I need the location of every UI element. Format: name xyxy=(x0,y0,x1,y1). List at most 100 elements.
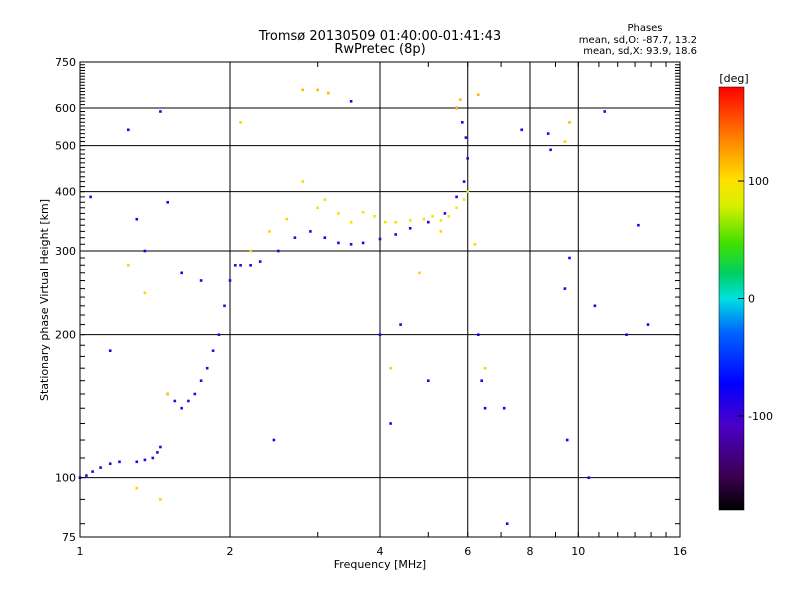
data-point xyxy=(166,392,169,396)
data-point xyxy=(239,264,242,267)
x-tick-label: 10 xyxy=(571,545,585,558)
data-point xyxy=(187,399,190,403)
data-point xyxy=(349,100,353,103)
data-point xyxy=(466,190,469,193)
data-point xyxy=(603,110,606,113)
data-point xyxy=(277,249,280,253)
data-point xyxy=(309,230,312,233)
data-point xyxy=(464,136,468,139)
y-tick-label: 500 xyxy=(55,140,76,153)
data-points xyxy=(78,88,650,525)
data-point xyxy=(127,128,130,132)
phase-legend-x: mean, sd,X: 93.9, 18.6 xyxy=(583,46,697,57)
y-tick-label: 400 xyxy=(55,186,76,199)
data-point xyxy=(118,460,121,464)
data-point xyxy=(394,233,397,236)
data-point xyxy=(637,223,640,227)
data-point xyxy=(462,198,466,201)
data-point xyxy=(135,486,139,490)
data-point xyxy=(394,220,397,224)
data-point xyxy=(422,217,426,221)
data-point xyxy=(461,121,464,124)
x-tick-label: 16 xyxy=(673,545,687,558)
data-point xyxy=(85,474,88,477)
data-point xyxy=(447,215,451,218)
colorbar-tick-label: 0 xyxy=(748,293,755,306)
data-point xyxy=(462,180,466,183)
data-point xyxy=(327,91,330,95)
y-axis-label: Stationary phase Virtual Height [km] xyxy=(38,199,51,401)
axis-ticks: 1 2 4 6 8 10 16 75 100 200 300 400 500 600 750 xyxy=(55,56,687,558)
plot-frame xyxy=(79,61,681,538)
data-point xyxy=(180,406,183,410)
x-axis-label: Frequency [MHz] xyxy=(334,558,426,571)
data-point xyxy=(272,438,276,442)
data-point xyxy=(301,180,305,183)
x-tick-label: 2 xyxy=(227,545,234,558)
data-point xyxy=(443,212,447,215)
data-point xyxy=(143,249,147,253)
data-point xyxy=(173,399,177,403)
data-point xyxy=(323,198,327,201)
y-tick-label: 300 xyxy=(55,245,76,258)
x-tick-label: 1 xyxy=(77,545,84,558)
data-point xyxy=(217,333,221,336)
data-point xyxy=(408,227,412,230)
data-point xyxy=(565,438,569,442)
data-point xyxy=(159,445,162,449)
data-point xyxy=(323,236,327,239)
data-point xyxy=(258,260,262,263)
data-point xyxy=(473,243,477,246)
colorbar-ticks: 100 0 -100 xyxy=(738,175,773,423)
x-tick-label: 8 xyxy=(527,545,534,558)
x-tick-label: 4 xyxy=(377,545,384,558)
data-point xyxy=(568,121,571,124)
data-point xyxy=(520,128,523,132)
chart-title: Tromsø 20130509 01:40:00-01:41:43 xyxy=(258,29,501,44)
data-point xyxy=(91,470,94,473)
data-point xyxy=(108,462,112,465)
data-point xyxy=(199,279,203,282)
data-point xyxy=(166,201,169,204)
data-point xyxy=(455,206,458,210)
data-point xyxy=(159,110,162,113)
data-point xyxy=(151,456,155,460)
data-point xyxy=(349,220,353,224)
data-point xyxy=(546,132,550,135)
colorbar-label: [deg] xyxy=(719,72,748,85)
colorbar-tick-label: -100 xyxy=(748,410,773,423)
data-point xyxy=(418,271,421,275)
data-point xyxy=(205,366,209,370)
data-point xyxy=(549,148,552,152)
y-tick-label: 75 xyxy=(62,531,76,544)
data-point xyxy=(143,458,147,462)
data-point xyxy=(459,98,462,101)
x-tick-label: 6 xyxy=(464,545,471,558)
data-point xyxy=(455,106,458,110)
data-point xyxy=(427,220,430,224)
data-point xyxy=(135,460,139,464)
data-point xyxy=(646,323,650,326)
data-point xyxy=(99,466,102,469)
data-point xyxy=(378,237,382,241)
data-point xyxy=(378,333,382,336)
data-point xyxy=(431,215,434,218)
data-point xyxy=(316,206,319,210)
data-point xyxy=(480,379,483,382)
data-point xyxy=(389,366,392,370)
data-point xyxy=(156,451,159,454)
data-point xyxy=(301,88,305,92)
y-tick-label: 600 xyxy=(55,102,76,115)
data-point xyxy=(477,333,480,336)
data-point xyxy=(234,264,237,267)
data-point xyxy=(483,406,487,410)
data-point xyxy=(239,121,242,124)
chart-subtitle: RwPretec (8p) xyxy=(334,42,425,57)
data-point xyxy=(293,236,297,239)
data-point xyxy=(389,422,392,425)
data-point xyxy=(466,157,469,160)
data-point xyxy=(268,230,271,233)
data-point xyxy=(316,88,319,92)
data-point xyxy=(505,522,509,525)
data-point xyxy=(211,349,215,352)
